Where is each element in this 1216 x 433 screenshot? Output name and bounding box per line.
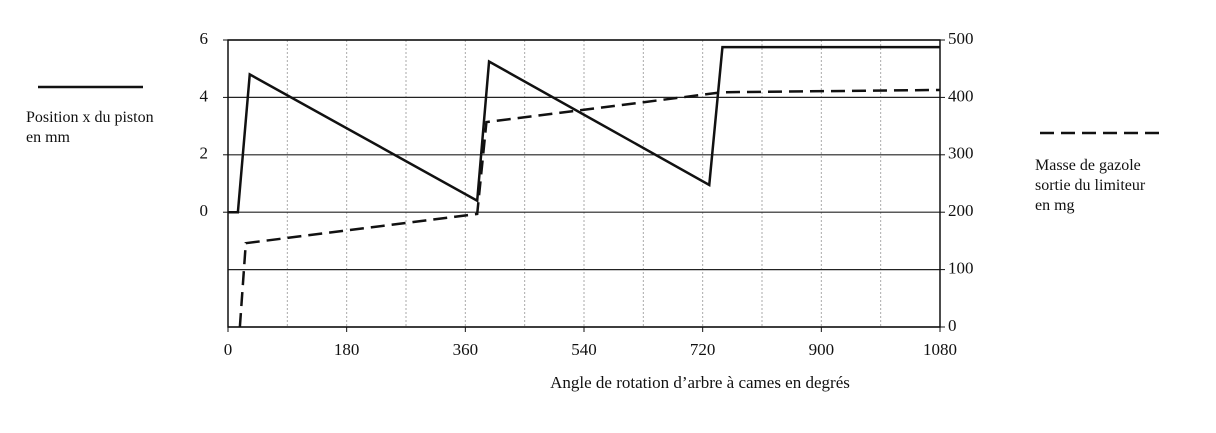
x-tick-label: 1080 <box>923 340 957 359</box>
y-tick-label: 4 <box>200 86 209 105</box>
y2-tick-label: 400 <box>948 86 974 105</box>
x-tick-label: 180 <box>334 340 360 359</box>
y2-tick-label: 0 <box>948 316 957 335</box>
y2-tick-label: 200 <box>948 201 974 220</box>
x-tick-label: 360 <box>453 340 479 359</box>
x-tick-label: 720 <box>690 340 716 359</box>
y-tick-label: 6 <box>200 29 209 48</box>
y-tick-label: 2 <box>200 144 209 163</box>
x-axis-label: Angle de rotation d’arbre à cames en deg… <box>550 373 850 392</box>
legend-label: Masse de gazole sortie du limiteur en mg <box>1035 157 1146 214</box>
x-tick-label: 540 <box>571 340 597 359</box>
x-tick-label: 900 <box>809 340 835 359</box>
y2-tick-label: 500 <box>948 29 974 48</box>
series-line <box>238 88 941 328</box>
plot-frame <box>227 39 941 328</box>
y2-tick-label: 300 <box>948 144 974 163</box>
y2-tick-label: 100 <box>948 259 974 278</box>
x-tick-label: 0 <box>224 340 233 359</box>
series-line <box>228 45 940 214</box>
legend-label: Position x du piston en mm <box>26 109 154 146</box>
y-tick-label: 0 <box>200 201 209 220</box>
